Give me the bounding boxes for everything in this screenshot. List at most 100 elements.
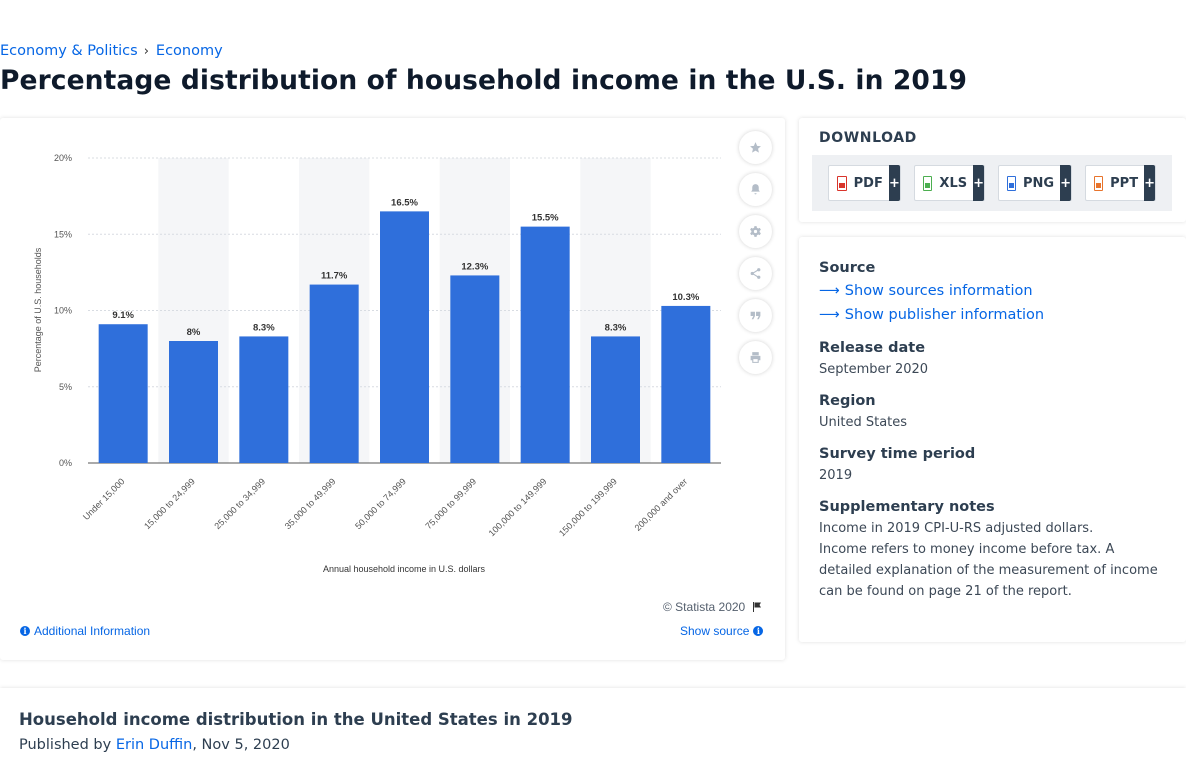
favorite-button[interactable] [739,131,772,164]
star-icon [750,142,761,153]
additional-information-link[interactable]: i Additional Information [20,624,150,638]
print-icon [750,352,761,363]
breadcrumb: Economy & Politics › Economy [0,43,223,59]
bar[interactable] [169,341,218,463]
y-tick-label: 15% [54,229,72,239]
region-heading: Region [819,393,876,409]
cite-button[interactable] [739,299,772,332]
x-tick-label: 150,000 to 199,999 [557,476,619,538]
quote-icon [750,311,761,320]
show-source-link[interactable]: Show source i [680,624,764,638]
show-publisher-label: Show publisher information [844,307,1045,323]
settings-button[interactable] [739,215,772,248]
plus-icon[interactable]: + [1144,165,1155,201]
bar[interactable] [239,336,289,463]
bar[interactable] [309,284,359,463]
supplementary-notes-heading: Supplementary notes [819,499,995,515]
copyright: © Statista 2020 [663,600,763,614]
breadcrumb-economy-politics[interactable]: Economy & Politics [0,43,138,59]
y-tick-label: 5% [59,382,72,392]
share-button[interactable] [739,257,772,290]
release-date-heading: Release date [819,340,926,356]
bar-value-label: 8.3% [605,322,627,333]
published-by: Published by Erin Duffin, Nov 5, 2020 [19,737,1167,753]
download-title: DOWNLOAD [819,130,917,146]
publication-card: Household income distribution in the Uni… [0,688,1186,760]
show-source-label: Show source [680,624,750,638]
bar[interactable] [591,336,640,463]
x-tick-label: 35,000 to 49,999 [283,476,338,531]
alert-button[interactable] [739,173,772,206]
pdf-icon [837,175,847,191]
download-ppt-label: PPT [1110,175,1139,191]
source-heading: Source [819,260,876,276]
share-icon [750,268,761,279]
chart-card: 0% 5% 10% 15% 20% 9.1% 8% 8.3% 11.7% 16.5% 12.3% 1… [0,118,785,660]
ppt-icon [1094,175,1104,191]
bar-value-label: 9.1% [112,310,134,321]
y-tick-label: 20% [54,153,72,163]
bell-icon [751,184,760,195]
bar[interactable] [450,275,500,463]
region-value: United States [819,415,908,430]
info-icon: i [753,626,764,636]
bar[interactable] [661,305,711,463]
copyright-text: © Statista 2020 [663,600,746,614]
breadcrumb-separator: › [143,43,149,59]
x-tick-label: 100,000 to 149,999 [487,476,549,538]
png-icon [1007,175,1017,191]
y-axis-label: Percentage of U.S. households [33,247,43,372]
flag-icon[interactable] [751,601,763,613]
gear-icon [750,226,761,237]
bar[interactable] [98,324,148,463]
publication-title: Household income distribution in the Uni… [19,710,573,729]
bar-value-label: 8% [187,327,201,338]
bar-chart: 0% 5% 10% 15% 20% 9.1% 8% 8.3% 11.7% 16.5% 12.3% 1… [33,153,721,574]
breadcrumb-economy[interactable]: Economy [155,43,223,59]
survey-period-heading: Survey time period [819,446,976,462]
plus-icon[interactable]: + [973,165,984,201]
print-button[interactable] [739,341,772,374]
download-buttons: PDF + XLS + PNG + PPT + [812,155,1172,211]
download-xls-button[interactable]: XLS + [914,165,985,201]
bar-value-label: 12.3% [461,261,488,272]
x-axis-label: Annual household income in U.S. dollars [323,564,486,574]
bar[interactable] [380,211,429,463]
download-pdf-label: PDF [853,175,883,191]
x-tick-label: 75,000 to 99,999 [423,476,478,531]
show-sources-link[interactable]: ⟶ Show sources information [819,279,1166,303]
x-tick-label: 200,000 and over [633,476,690,533]
x-tick-label: 15,000 to 24,999 [142,476,197,531]
additional-information-label: Additional Information [34,624,151,638]
xls-icon [923,175,933,191]
supplementary-note-1: Income in 2019 CPI-U-RS adjusted dollars… [819,521,1094,536]
bar-value-label: 11.7% [321,271,348,282]
publish-date: , Nov 5, 2020 [192,737,290,753]
y-tick-label: 0% [59,458,72,468]
x-tick-label: 50,000 to 74,999 [353,476,408,531]
x-tick-label: Under 15,000 [81,476,127,522]
supplementary-note-2: Income refers to money income before tax… [819,542,1158,599]
page-title: Percentage distribution of household inc… [0,65,968,96]
plus-icon[interactable]: + [888,165,900,201]
details-card: Source ⟶ Show sources information ⟶ Show… [799,237,1186,642]
show-sources-label: Show sources information [844,283,1033,299]
plus-icon[interactable]: + [1060,165,1071,201]
download-ppt-button[interactable]: PPT + [1085,165,1156,201]
y-tick-label: 10% [54,306,72,316]
published-by-label: Published by [19,737,112,753]
download-card: DOWNLOAD PDF + XLS + PNG + PPT + [799,118,1186,222]
bar-value-label: 15.5% [532,213,559,224]
arrow-right-icon: ⟶ [819,283,840,299]
info-icon: i [20,626,30,636]
author-link[interactable]: Erin Duffin [115,737,193,753]
show-publisher-link[interactable]: ⟶ Show publisher information [819,303,1166,327]
bar-value-label: 16.5% [391,197,418,208]
bar-value-label: 8.3% [253,322,275,333]
download-png-button[interactable]: PNG + [998,165,1072,201]
chart-tools [739,131,772,383]
bar[interactable] [520,226,570,463]
survey-period-value: 2019 [819,468,853,483]
x-tick-label: 25,000 to 34,999 [212,476,267,531]
download-pdf-button[interactable]: PDF + [828,165,901,201]
